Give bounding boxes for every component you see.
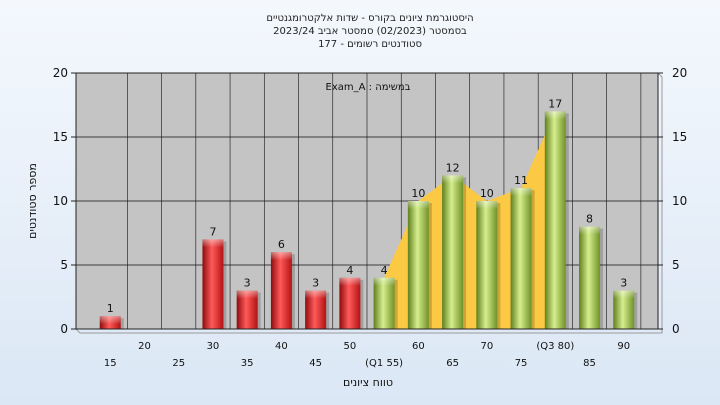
y-tick-label: 15 [53,130,68,144]
chart-title-line-3: סטודנטים רשומים - 177 [318,39,422,50]
data-label: 4 [346,264,353,277]
bar-body [613,290,635,329]
x-tick-label: 15 [104,358,117,369]
x-tick-label: 70 [480,341,493,352]
data-label: 12 [446,161,460,174]
bar-55 [373,277,398,329]
bar-body [270,252,292,329]
bar-highlight [339,277,361,286]
bar-body [510,188,532,329]
x-tick-label: 40 [275,341,288,352]
y-tick-label: 5 [60,258,68,272]
x-tick-label: 60 [412,341,425,352]
x-tick-label: 75 [515,358,528,369]
x-tick-label: 20 [138,341,151,352]
bar-highlight [99,316,121,325]
x-axis: 15 20 25 30 35 40 45 50 (Q1 55) 60 65 70 75 (Q3 80) 85… [104,341,630,369]
chart-title-line-1: היסטוגרמת ציונים בקורס - שדות אלקטרומגנט… [266,13,473,24]
bar-65 [442,175,467,329]
plot-border [75,72,659,330]
bar-body [407,201,429,329]
data-label: 10 [480,187,494,200]
bar-highlight [476,201,498,209]
x-tick-label: 50 [344,341,357,352]
bar-highlight [305,290,327,299]
bar-body [305,290,327,329]
data-label: 4 [381,264,388,277]
bar-highlight [579,226,601,235]
x-tick-label: 45 [309,358,322,369]
bar-60 [407,201,432,329]
x-tick-label: 35 [241,358,254,369]
data-label: 8 [586,213,593,226]
bar-50 [339,277,364,329]
bar-highlight [270,252,292,261]
bar-35 [236,290,261,329]
y-tick-label-right: 10 [672,194,687,208]
bar-highlight [613,290,635,299]
x-tick-label: (Q3 80) [536,341,574,352]
bar-body [476,201,498,329]
y-tick-label-right: 5 [672,258,680,272]
bar-body [544,111,566,330]
y-tick-label: 0 [60,322,68,336]
data-label: 7 [209,225,216,238]
bar-body [442,175,464,329]
bar-15 [99,316,124,329]
x-tick-label: 30 [207,341,220,352]
y-axis-title: מספר סטודנטים [26,163,39,239]
bar-85 [579,226,604,329]
y-tick-label: 10 [53,194,68,208]
bar-body [339,277,361,329]
data-label: 10 [411,187,425,200]
bar-70 [476,201,501,329]
data-label: 3 [244,277,251,290]
chart-title: היסטוגרמת ציונים בקורס - שדות אלקטרומגנט… [266,13,473,50]
bar-highlight [510,188,532,197]
y-tick-label: 20 [53,66,68,80]
bar-30 [202,239,227,329]
x-tick-label: 65 [446,358,459,369]
bar-highlight [544,111,566,120]
data-label: 3 [620,277,627,290]
y-tick-label-right: 0 [672,322,680,336]
x-axis-title: טווח ציונים [343,376,393,389]
bar-highlight [373,277,395,286]
bar-body [202,239,224,329]
data-label: 3 [312,277,319,290]
y-axis-right: 0 5 10 15 20 [658,66,687,336]
x-tick-label: 25 [172,358,185,369]
bar-90 [613,290,638,329]
bar-45 [305,290,330,329]
bar-highlight [236,290,258,299]
x-tick-label: 90 [617,341,630,352]
bar-highlight [202,239,224,248]
data-label: 1 [107,302,114,315]
bars [99,111,638,330]
bar-75 [510,188,535,329]
bar-body [579,226,601,329]
data-label: 6 [278,238,285,251]
bar-40 [270,252,295,329]
bar-80 [544,111,569,330]
x-tick-label: 85 [583,358,596,369]
data-label: 17 [548,97,562,110]
plot-area-bevel [75,72,663,334]
chart-annotation: במשימה : Exam_A [326,82,411,93]
bar-highlight [407,201,429,209]
x-tick-label: (Q1 55) [365,358,403,369]
chart-title-line-2: בסמסטר (02/2023) סמסטר אביב 2023/24 [273,26,467,37]
bar-body [236,290,258,329]
y-tick-label-right: 20 [672,66,687,80]
bar-body [373,277,395,329]
bar-highlight [442,175,464,184]
y-axis-left: 0 5 10 15 20 [53,66,76,336]
y-tick-label-right: 15 [672,130,687,144]
data-label: 11 [514,174,528,187]
